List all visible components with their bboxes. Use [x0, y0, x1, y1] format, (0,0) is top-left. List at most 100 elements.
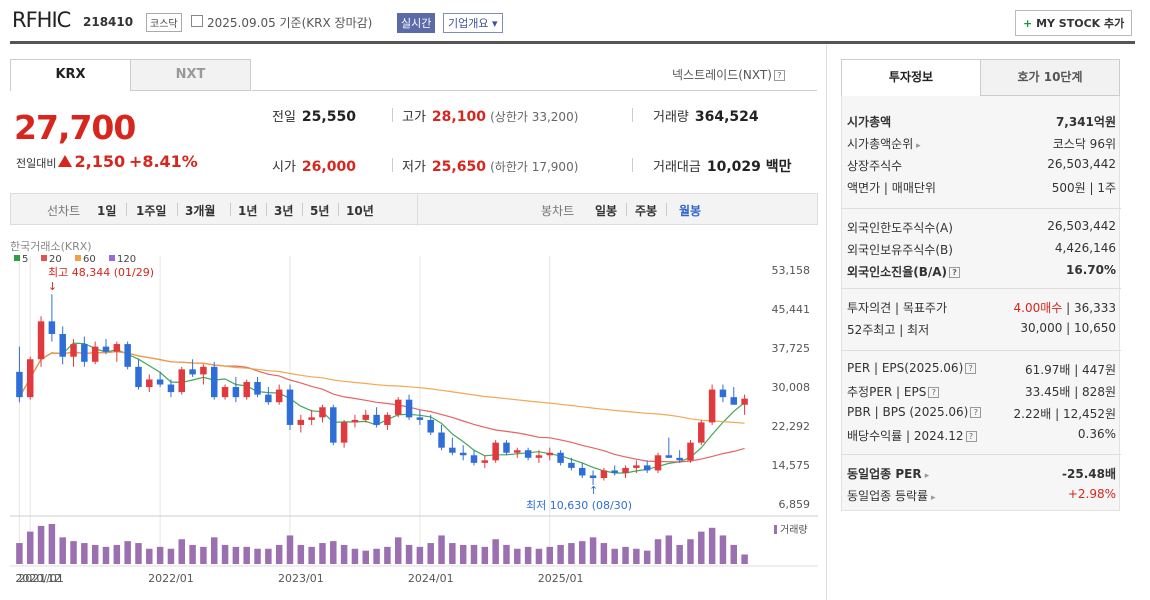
divider	[632, 158, 633, 172]
divider	[417, 194, 418, 226]
upper-limit: (상한가 33,200)	[490, 110, 579, 124]
help-icon[interactable]: ?	[773, 70, 785, 81]
candle-body	[178, 369, 186, 393]
help-icon[interactable]: ?	[949, 267, 961, 278]
candle-daily[interactable]: 일봉	[595, 204, 618, 218]
candle-body	[481, 460, 489, 463]
volume-bar	[265, 548, 272, 564]
volume-label: 거래량	[780, 524, 808, 536]
stat-value: 25,650	[431, 159, 486, 175]
info-row: 배당수익률 | 2024.12? 0.36%	[847, 424, 1116, 446]
max-price-label: 최고 48,344 (01/29)	[48, 266, 154, 279]
candle-weekly[interactable]: 주봉	[635, 204, 658, 218]
period-5y[interactable]: 5년	[310, 204, 330, 218]
volume-bar	[676, 544, 683, 564]
info-row[interactable]: 동일업종 등락률 ▸ +2.98%	[847, 484, 1116, 506]
period-1w[interactable]: 1주일	[136, 204, 167, 218]
volume-bar	[91, 544, 99, 564]
period-1y[interactable]: 1년	[238, 204, 258, 218]
volume-bar	[243, 546, 250, 564]
tab-krx[interactable]: KRX	[10, 59, 131, 91]
tab-order-book[interactable]: 호가 10단계	[980, 59, 1120, 96]
chart-svg[interactable]: 53,158 45,441 37,725 30,008 22,292 14,575 6,85…	[10, 236, 818, 600]
divider	[632, 108, 633, 122]
y-tick-label: 53,158	[772, 264, 811, 277]
help-icon[interactable]: ?	[928, 387, 940, 398]
volume-bar	[200, 546, 207, 564]
candle-body	[124, 344, 131, 367]
help-icon[interactable]: ?	[970, 407, 982, 418]
stat-label: 저가	[402, 160, 426, 175]
candle-chart-label[interactable]: 봉차트	[541, 204, 575, 218]
help-icon[interactable]: ?	[965, 363, 977, 374]
period-10y[interactable]: 10년	[346, 204, 374, 218]
arrow-right-icon: ▸	[913, 141, 921, 151]
add-my-stock-button[interactable]: + MY STOCK 추가	[1015, 10, 1133, 36]
candle-body	[319, 407, 326, 418]
line-chart-label[interactable]: 선차트	[47, 204, 81, 218]
volume-bar	[351, 548, 359, 564]
stat-value: 10,029 백만	[706, 159, 792, 175]
info-row: 추정PER | EPS? 33.45배 | 828원	[847, 380, 1116, 402]
info-value: 4,426,146	[1054, 241, 1116, 255]
y-tick-label: 14,575	[772, 459, 811, 472]
stat-label: 시가	[272, 160, 296, 175]
volume-bar	[611, 548, 618, 564]
arrow-right-icon: ▸	[928, 493, 936, 503]
candle-body	[81, 344, 88, 362]
stat-value: 364,524	[694, 109, 759, 125]
info-row[interactable]: 시가총액순위 ▸ 코스닥 96위	[847, 132, 1116, 154]
plus-icon: +	[1023, 17, 1033, 30]
period-1d[interactable]: 1일	[97, 204, 117, 218]
volume-bar	[59, 537, 66, 564]
divider	[338, 203, 339, 216]
info-label: 외국인소진율(B/A)?	[847, 263, 961, 280]
info-label: 시가총액순위 ▸	[847, 137, 921, 151]
candle-body	[373, 414, 380, 425]
realtime-button[interactable]: 실시간	[397, 13, 436, 33]
volume-bar	[102, 546, 110, 564]
volume-bar	[16, 543, 23, 564]
info-row: 외국인보유주식수(B) 4,426,146	[847, 238, 1116, 260]
volume-bar	[330, 541, 337, 564]
info-row[interactable]: 동일업종 PER ▸ -25.48배	[847, 462, 1116, 484]
stock-chart[interactable]: 53,158 45,441 37,725 30,008 22,292 14,575 6,85…	[10, 236, 818, 600]
candle-body	[265, 394, 272, 403]
divider	[666, 203, 667, 216]
volume-bar	[37, 525, 45, 564]
candle-body	[427, 419, 434, 433]
stat-amount: 거래대금 10,029 백만	[653, 156, 792, 176]
calendar-icon	[191, 15, 203, 27]
period-3y[interactable]: 3년	[274, 204, 294, 218]
volume-legend-swatch	[774, 525, 777, 534]
candle-body	[514, 450, 521, 453]
y-tick-label: 37,725	[772, 342, 811, 355]
panel-divider	[826, 45, 827, 600]
up-triangle-icon	[58, 155, 73, 167]
info-row: 액면가 | 매매단위 500원 | 1주	[847, 176, 1116, 198]
candle-body	[503, 442, 510, 453]
volume-bar	[135, 543, 142, 564]
tab-nxt[interactable]: NXT	[130, 59, 251, 91]
candle-body	[622, 467, 629, 473]
info-row: 투자의견 | 목표주가 4.00매수 | 36,333	[847, 296, 1116, 318]
candle-monthly[interactable]: 월봉	[679, 204, 702, 218]
info-label: 시가총액	[847, 115, 892, 129]
divider	[266, 203, 267, 216]
legend-swatch	[75, 255, 81, 261]
candle-body	[643, 465, 651, 471]
stat-label: 전일	[272, 110, 296, 125]
candle-body	[405, 399, 413, 418]
stat-prev-close: 전일 25,550	[272, 106, 356, 125]
nxt-link[interactable]: 넥스트레이드(NXT)?	[672, 66, 785, 83]
volume-bar	[698, 531, 705, 564]
period-3m[interactable]: 3개월	[185, 204, 216, 218]
x-tick-label: 2023/01	[278, 572, 324, 585]
y-tick-label: 22,292	[772, 420, 811, 433]
help-icon[interactable]: ?	[965, 431, 977, 442]
min-price-label: 최저 10,630 (08/30)	[526, 499, 632, 512]
volume-bar	[81, 543, 88, 564]
company-info-dropdown[interactable]: 기업개요 ▾	[443, 13, 503, 33]
base-date: 2025.09.05 기준(KRX 장마감)	[207, 16, 373, 30]
tab-investment-info[interactable]: 투자정보	[841, 59, 981, 96]
